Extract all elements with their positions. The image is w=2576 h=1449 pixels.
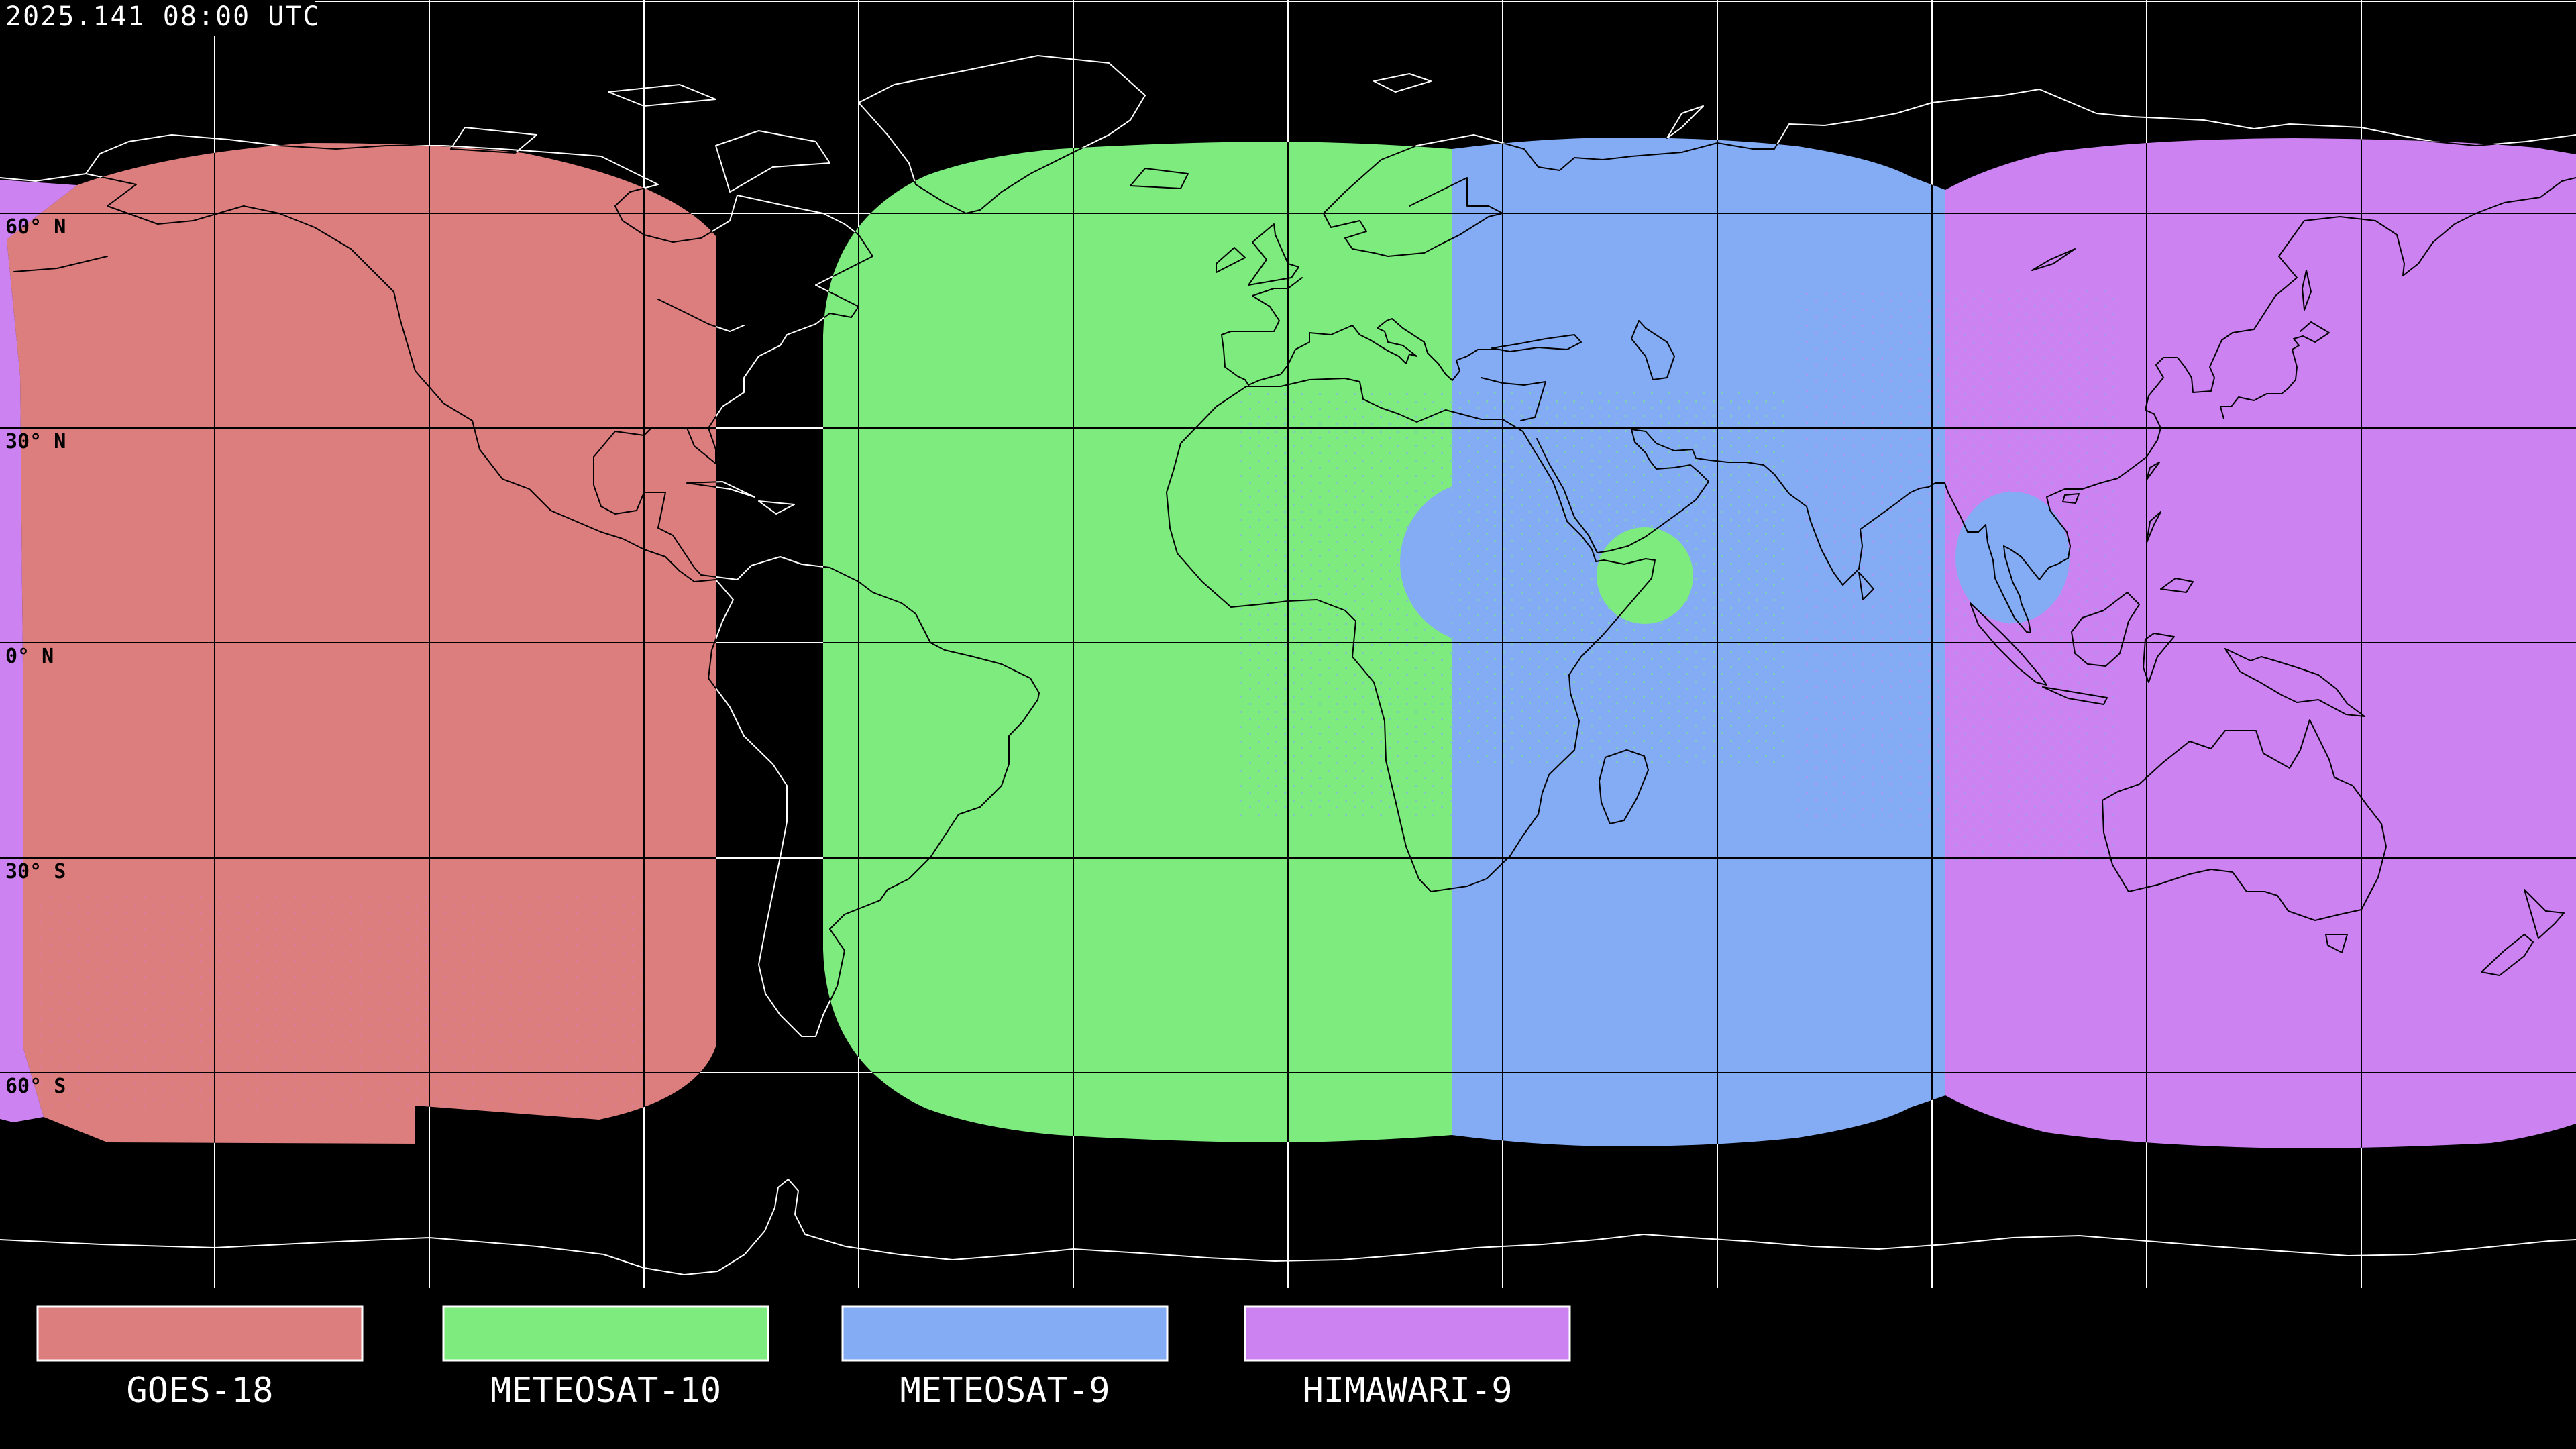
legend-label-meteosat10: METEOSAT-10 [490, 1371, 721, 1411]
lat-label-30n: 30° N [5, 430, 66, 453]
legend-label-goes18: GOES-18 [126, 1371, 273, 1411]
legend: GOES-18 METEOSAT-10 METEOSAT-9 HIMAWARI-… [36, 1305, 1571, 1411]
timestamp-backdrop [0, 0, 315, 36]
latitude-labels: 60° N 30° N 0° N 30° S 60° S [5, 215, 66, 1098]
legend-swatch-himawari9 [1244, 1305, 1571, 1362]
legend-label-himawari9: HIMAWARI-9 [1302, 1371, 1512, 1411]
legend-label-meteosat9: METEOSAT-9 [900, 1371, 1110, 1411]
lat-label-60s: 60° S [5, 1075, 66, 1098]
legend-swatch-goes18 [36, 1305, 364, 1362]
lat-label-30s: 30° S [5, 860, 66, 883]
lat-label-0n: 0° N [5, 645, 54, 668]
timestamp: 2025.141 08:00 UTC [5, 1, 320, 32]
lat-label-60n: 60° N [5, 215, 66, 239]
legend-swatch-meteosat9 [841, 1305, 1169, 1362]
speckle-noise [40, 288, 2120, 1114]
legend-swatch-meteosat10 [442, 1305, 769, 1362]
